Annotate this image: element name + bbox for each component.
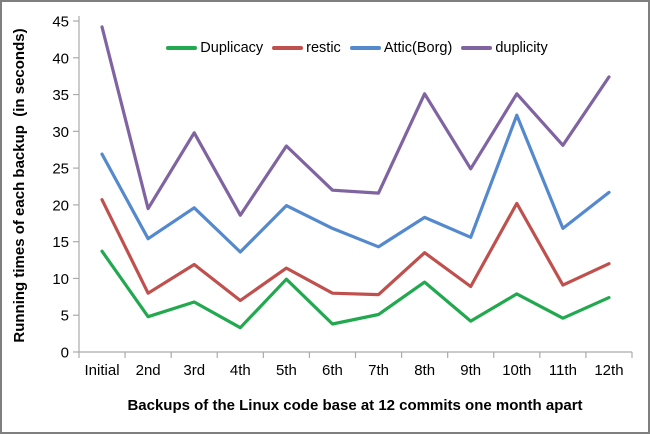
y-tick-label: 30 bbox=[52, 124, 69, 141]
legend-line-swatch bbox=[166, 46, 198, 50]
x-tick-label: 8th bbox=[414, 362, 435, 379]
legend-line-swatch bbox=[349, 46, 381, 50]
series-lines bbox=[100, 25, 611, 330]
series-line-duplicity bbox=[100, 25, 611, 217]
x-tick-label: 9th bbox=[460, 362, 481, 379]
legend-label: restic bbox=[306, 40, 341, 56]
x-tick-label: 2nd bbox=[136, 362, 161, 379]
x-tick-label: 6th bbox=[322, 362, 343, 379]
y-tick-label: 45 bbox=[52, 14, 69, 31]
x-tick-label: 10th bbox=[502, 362, 531, 379]
series-line-attic-borg bbox=[100, 113, 611, 254]
y-tick-label: 5 bbox=[61, 308, 69, 325]
legend-line-swatch bbox=[461, 46, 493, 50]
y-tick-label: 20 bbox=[52, 197, 69, 214]
legend-item-attic-borg: Attic(Borg) bbox=[349, 40, 453, 56]
legend-item-duplicacy: Duplicacy bbox=[166, 40, 263, 56]
axes: 0 5 10 15 20 25 30 35 40 45 Initial 2nd 3rd 4th 5th 6th… bbox=[52, 14, 633, 379]
legend-label: Attic(Borg) bbox=[383, 40, 453, 56]
legend-item-restic: restic bbox=[272, 40, 341, 56]
y-tick-label: 10 bbox=[52, 271, 69, 288]
y-tick-label: 15 bbox=[52, 234, 69, 251]
legend-label: duplicity bbox=[495, 40, 548, 56]
series-line-duplicacy bbox=[100, 249, 611, 330]
x-tick-label: 3rd bbox=[183, 362, 205, 379]
legend-line-swatch bbox=[272, 46, 304, 50]
x-axis-title: Backups of the Linux code base at 12 com… bbox=[127, 397, 582, 414]
legend-label: Duplicacy bbox=[200, 40, 264, 56]
x-tick-label: 5th bbox=[276, 362, 297, 379]
y-axis-title: Running times of each backup (in seconds… bbox=[11, 28, 28, 342]
y-tick-label: 25 bbox=[52, 161, 69, 178]
legend-item-duplicity: duplicity bbox=[461, 40, 548, 56]
legend: Duplicacy restic Attic(Borg) duplicity bbox=[80, 39, 634, 57]
x-tick-label: 7th bbox=[368, 362, 389, 379]
x-tick-label: 4th bbox=[230, 362, 251, 379]
series-line-restic bbox=[100, 198, 611, 303]
y-tick-label: 35 bbox=[52, 87, 69, 104]
x-tick-label: 11th bbox=[549, 362, 577, 379]
x-tick-label: 12th bbox=[594, 362, 623, 379]
y-tick-label: 40 bbox=[52, 50, 69, 67]
y-tick-label: 0 bbox=[61, 345, 69, 362]
x-tick-label: Initial bbox=[85, 362, 120, 379]
